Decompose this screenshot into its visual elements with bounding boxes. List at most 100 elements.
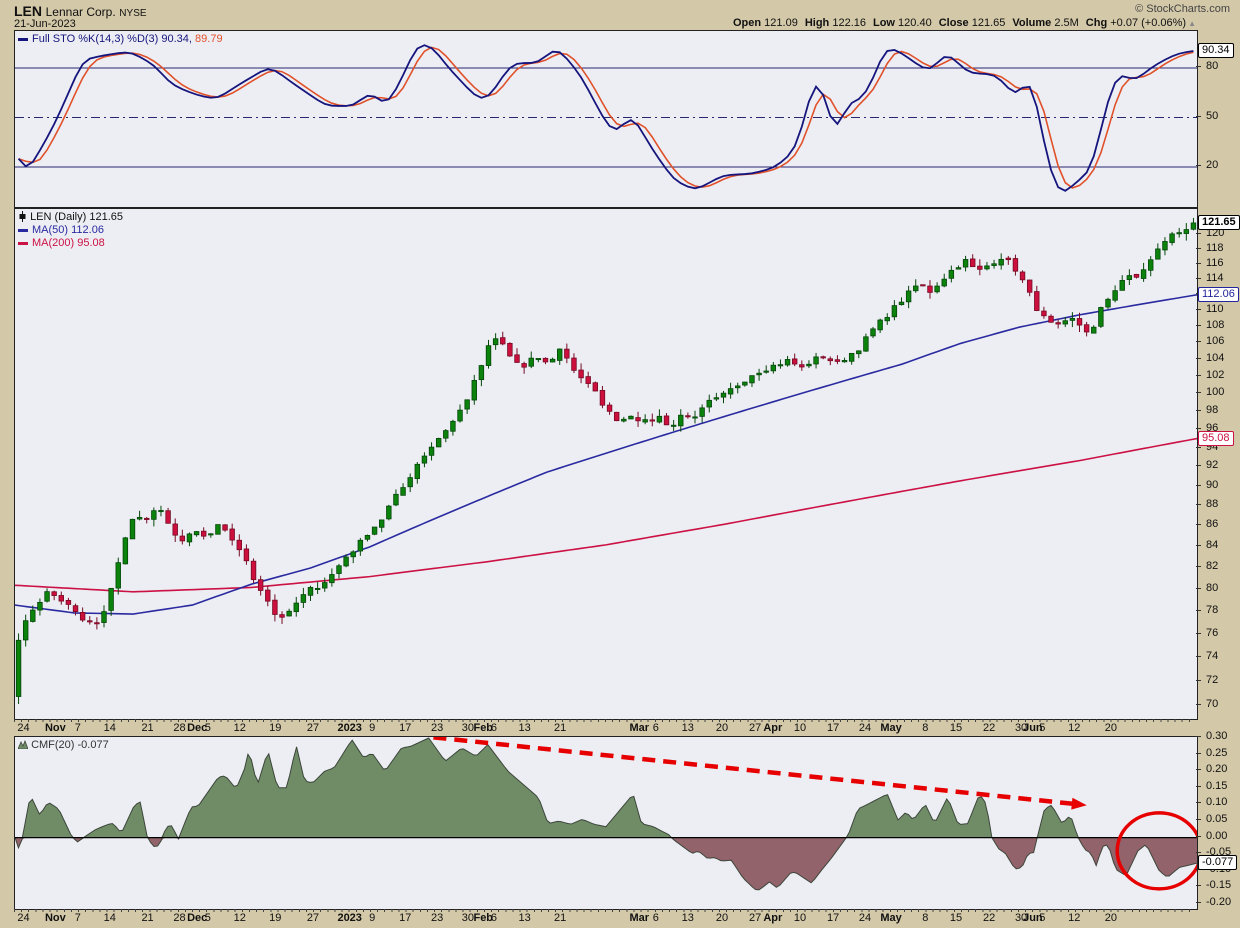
candle xyxy=(877,318,883,333)
price-axis-70-tick xyxy=(1196,704,1201,706)
candle xyxy=(279,611,285,624)
date-label-10: 10 xyxy=(793,912,807,924)
price-axis-78-tick xyxy=(1196,609,1201,611)
price-axis-108-tick xyxy=(1196,325,1201,327)
candle xyxy=(44,588,50,603)
cmf-plot xyxy=(15,737,1197,891)
ma50-legend-label: MA(50) 112.06 xyxy=(32,224,104,236)
candle xyxy=(179,529,186,545)
candle xyxy=(806,360,812,369)
price-axis-106-tick xyxy=(1196,341,1201,343)
candle xyxy=(670,419,677,431)
candle xyxy=(1176,227,1182,238)
candle xyxy=(692,410,698,424)
candle xyxy=(863,333,869,352)
cmf-axis-0.10-tick xyxy=(1196,802,1201,804)
date-label-Feb: Feb xyxy=(473,912,494,924)
quote-label-close: Close xyxy=(938,17,969,29)
candle xyxy=(606,402,613,415)
date-label-17: 17 xyxy=(827,722,840,734)
candle xyxy=(713,392,720,402)
quote-value-open: 121.09 xyxy=(761,17,798,29)
price-axis-84-tick xyxy=(1196,544,1201,546)
price-axis-72-tick xyxy=(1196,679,1201,681)
candle xyxy=(471,374,477,405)
price-axis-76-tick xyxy=(1196,632,1201,634)
candle xyxy=(507,342,513,357)
candle xyxy=(1112,285,1118,303)
price-axis-98: 98 xyxy=(1206,404,1219,417)
candle xyxy=(1026,279,1033,297)
price-axis-114: 114 xyxy=(1206,271,1224,284)
candle xyxy=(485,339,492,369)
price-axis-118-tick xyxy=(1196,247,1201,249)
candle xyxy=(464,399,470,414)
candle xyxy=(891,300,898,321)
cmf-axis-0.20: 0.20 xyxy=(1206,763,1228,776)
stochastic-d-value: 89.79 xyxy=(195,33,223,45)
date-label-20: 20 xyxy=(715,722,729,734)
candle xyxy=(927,280,933,299)
candle xyxy=(870,326,876,339)
date-label-5: 5 xyxy=(1039,912,1046,924)
stoch-k-line xyxy=(17,44,1194,192)
candle xyxy=(129,518,136,540)
candle xyxy=(621,416,627,423)
price-axis-76: 76 xyxy=(1206,626,1219,639)
price-axis-106: 106 xyxy=(1206,335,1225,348)
price-axis-94-tick xyxy=(1196,446,1201,448)
candle xyxy=(421,452,428,468)
candle xyxy=(799,360,805,371)
candle xyxy=(1126,269,1133,285)
candle xyxy=(336,563,342,579)
candle xyxy=(742,381,748,387)
candle xyxy=(884,313,890,325)
cmf-axis-0.00: 0.00 xyxy=(1206,829,1228,842)
date-label-2023: 2023 xyxy=(337,912,362,924)
candle xyxy=(1034,285,1040,312)
date-label-10: 10 xyxy=(793,722,807,734)
quote-label-volume: Volume xyxy=(1012,17,1052,29)
candle xyxy=(1019,270,1026,283)
header-line1: LEN Lennar Corp. NYSE xyxy=(14,3,147,19)
candle xyxy=(1155,243,1161,260)
candle xyxy=(549,357,556,363)
candle xyxy=(685,412,691,419)
candle xyxy=(1169,231,1175,246)
candle xyxy=(599,385,606,409)
quote-label-open: Open xyxy=(733,17,762,29)
date-label-2023: 2023 xyxy=(337,722,362,734)
date-label-5: 5 xyxy=(1039,722,1046,734)
candle xyxy=(22,614,29,647)
candle xyxy=(571,353,577,374)
candle xyxy=(151,507,157,527)
candle xyxy=(193,531,200,537)
stochastic-line-icon xyxy=(18,37,28,41)
candle xyxy=(585,371,591,388)
cmf-axis-0.10: 0.10 xyxy=(1206,796,1228,809)
quote-value-volume: 2.5M xyxy=(1051,17,1079,29)
candle xyxy=(1105,297,1111,309)
candle xyxy=(386,504,392,521)
price-axis-82-tick xyxy=(1196,566,1201,568)
price-axis-90-tick xyxy=(1196,484,1201,486)
candle xyxy=(407,473,413,493)
candle xyxy=(984,261,990,271)
stoch-axis-50: 50 xyxy=(1206,109,1219,122)
candle xyxy=(450,419,456,436)
candle xyxy=(1005,255,1012,265)
price-axis-92: 92 xyxy=(1206,459,1219,472)
candle xyxy=(1098,306,1104,329)
cmf-axis-0.25: 0.25 xyxy=(1206,746,1228,759)
candle xyxy=(492,333,499,350)
candle xyxy=(749,375,755,387)
price-axis-70: 70 xyxy=(1206,698,1219,711)
candle xyxy=(770,361,777,374)
candle xyxy=(1048,314,1054,323)
date-label-7: 7 xyxy=(74,722,81,734)
date-label-12: 12 xyxy=(1068,722,1081,734)
candle xyxy=(898,297,905,306)
date-label-13: 13 xyxy=(518,912,531,924)
candle xyxy=(236,534,242,557)
candle xyxy=(293,596,299,617)
